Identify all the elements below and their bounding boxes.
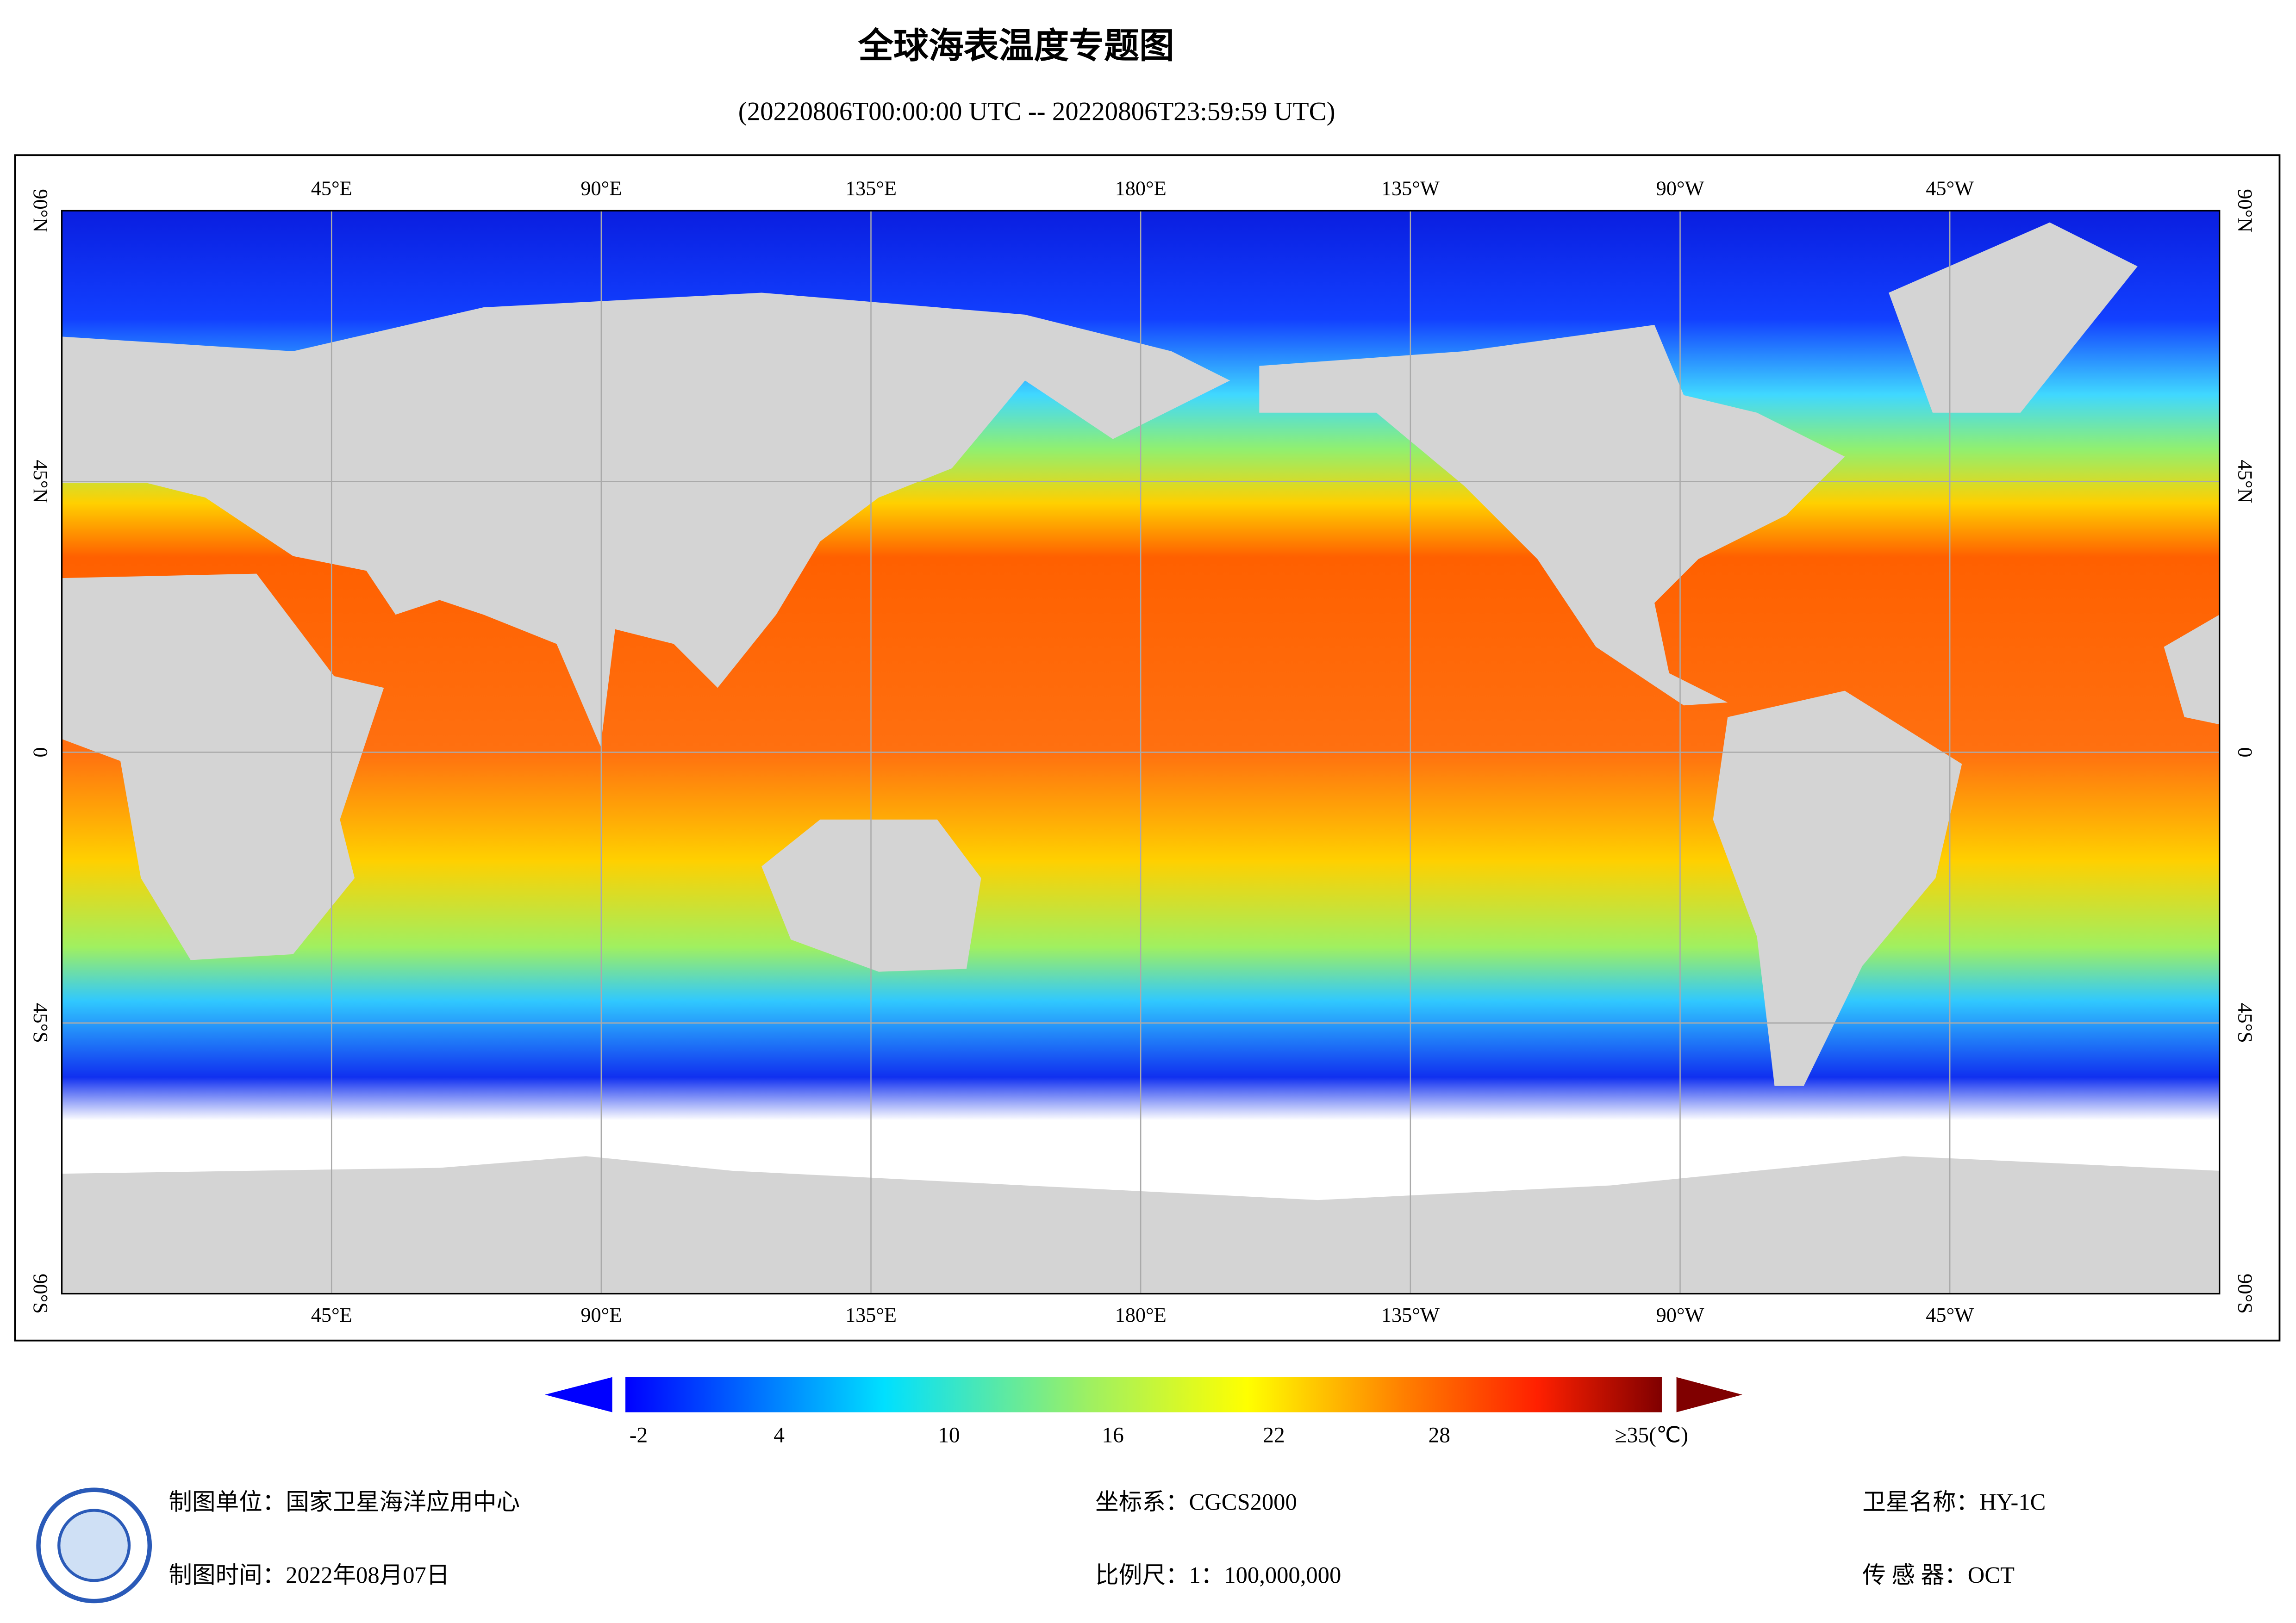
subtitle: (20220806T00:00:00 UTC -- 20220806T23:59… — [738, 97, 1335, 126]
west-africa — [2164, 615, 2220, 725]
scale: 比例尺：1：100,000,000 — [1095, 1562, 1341, 1588]
colorbar — [625, 1377, 1662, 1412]
latitude-label-right: 0 — [2234, 747, 2256, 757]
longitude-label-bottom: 135°W — [1381, 1304, 1440, 1326]
title: 全球海表温度专题图 — [858, 27, 1174, 66]
map-unit: 制图单位：国家卫星海洋应用中心 — [168, 1489, 520, 1515]
longitude-label-bottom: 90°E — [580, 1304, 622, 1326]
logo-inner — [57, 1509, 131, 1582]
latitude-label-left: 90°N — [29, 189, 52, 232]
colorbar-label: 28 — [1429, 1423, 1450, 1447]
colorbar-label: 16 — [1102, 1423, 1123, 1447]
longitude-label-top: 45°W — [1926, 177, 1974, 199]
map-time: 制图时间：2022年08月07日 — [168, 1562, 449, 1588]
map-frame — [14, 154, 2281, 1342]
longitude-label-top: 45°E — [311, 177, 352, 199]
colorbar-label: 4 — [774, 1423, 785, 1447]
graticule — [62, 211, 2220, 1294]
coordinate-system: 坐标系：CGCS2000 — [1095, 1489, 1297, 1515]
colorbar-label: ≥35(℃) — [1615, 1423, 1688, 1447]
longitude-label-top: 180°E — [1115, 177, 1167, 199]
north-america — [1259, 325, 1845, 706]
longitude-label-bottom: 45°W — [1926, 1304, 1974, 1326]
latitude-label-left: 45°N — [29, 460, 52, 503]
latitude-label-right: 45°N — [2234, 460, 2256, 503]
longitude-label-top: 90°E — [580, 177, 622, 199]
latitude-label-left: 45°S — [29, 1003, 52, 1043]
longitude-label-bottom: 90°W — [1656, 1304, 1704, 1326]
latitude-label-right: 90°N — [2234, 189, 2256, 232]
satellite: 卫星名称：HY-1C — [1862, 1489, 2046, 1515]
longitude-label-bottom: 135°E — [845, 1304, 897, 1326]
longitude-label-bottom: 180°E — [1115, 1304, 1167, 1326]
latitude-label-left: 0 — [29, 747, 52, 757]
africa — [62, 573, 384, 960]
latitude-label-right: 90°S — [2234, 1274, 2256, 1314]
colorbar-high-arrow — [1676, 1377, 1742, 1412]
longitude-label-top: 135°W — [1381, 177, 1440, 199]
south-america — [1713, 690, 1962, 1086]
colorbar-label: 10 — [938, 1423, 960, 1447]
longitude-label-top: 135°E — [845, 177, 897, 199]
latitude-label-left: 90°S — [29, 1274, 52, 1314]
eurasia — [62, 292, 1230, 746]
longitude-label-bottom: 45°E — [311, 1304, 352, 1326]
colorbar-low-arrow — [545, 1377, 612, 1412]
map-border — [61, 210, 2221, 1295]
longitude-label-top: 90°W — [1656, 177, 1704, 199]
latitude-label-right: 45°S — [2234, 1003, 2256, 1043]
colorbar-label: 22 — [1263, 1423, 1285, 1447]
colorbar-label: -2 — [630, 1423, 648, 1447]
sensor: 传 感 器：OCT — [1862, 1562, 2015, 1588]
greenland — [1889, 222, 2138, 413]
